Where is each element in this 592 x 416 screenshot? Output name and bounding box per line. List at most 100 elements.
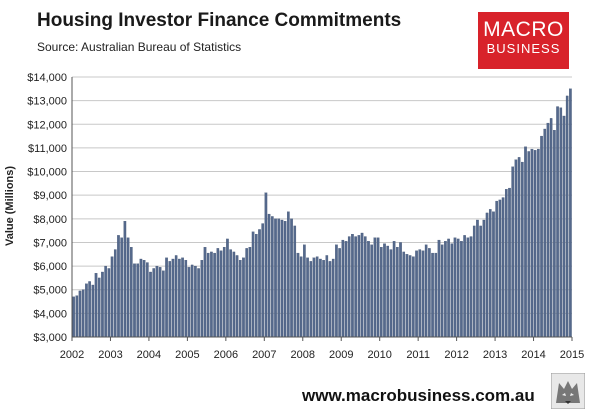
x-tick-labels: 2002 2003 2004 2005 2006 2007 2008 2009 2010 2011…: [60, 349, 584, 361]
bar: [194, 265, 197, 338]
bar: [386, 245, 390, 338]
bar: [72, 296, 75, 338]
bar: [258, 229, 261, 338]
bar: [354, 236, 357, 338]
bar: [290, 218, 293, 338]
bar: [524, 146, 527, 338]
bar: [216, 248, 220, 338]
bar: [251, 231, 255, 338]
bar-series: [72, 88, 572, 338]
bar: [75, 295, 79, 338]
bar: [543, 128, 547, 338]
gridlines: [72, 76, 572, 314]
bar: [283, 221, 287, 338]
bar: [415, 250, 418, 338]
bar: [488, 209, 492, 338]
bar: [142, 260, 146, 338]
footer-url[interactable]: www.macrobusiness.com.au: [302, 386, 535, 405]
bar: [136, 263, 140, 338]
bar: [399, 242, 402, 338]
bar: [129, 247, 133, 338]
bar: [91, 284, 95, 338]
x-tick-label: 2005: [175, 349, 199, 361]
y-tick-labels: $3,000 $4,000 $5,000 $6,000 $7,000 $8,000 $9,0…: [27, 72, 67, 344]
bar: [476, 219, 479, 338]
bar: [472, 225, 476, 338]
bar: [200, 260, 204, 338]
y-tick-label: $3,000: [33, 332, 67, 344]
bar: [479, 225, 482, 338]
bar: [274, 218, 277, 338]
bar: [113, 249, 117, 338]
bar: [373, 237, 377, 338]
bar: [171, 258, 175, 338]
bar: [187, 267, 191, 338]
bar: [280, 219, 284, 338]
bar: [363, 236, 367, 338]
bar: [527, 151, 531, 338]
bar: [267, 213, 271, 338]
bar: [203, 247, 207, 338]
bar: [440, 244, 444, 338]
bar: [389, 249, 393, 338]
macrobusiness-logo[interactable]: MACRO BUSINESS: [478, 12, 569, 69]
bar: [296, 252, 300, 338]
bar: [347, 236, 351, 338]
x-tick-label: 2002: [60, 349, 84, 361]
y-tick-label: $5,000: [33, 285, 67, 297]
bar: [508, 187, 511, 338]
bar: [226, 238, 229, 338]
x-tick-label: 2013: [483, 349, 507, 361]
bar: [460, 241, 463, 338]
bar: [556, 106, 559, 338]
bar: [299, 256, 303, 338]
bar: [335, 244, 338, 338]
bar: [181, 257, 184, 338]
y-axis-label: Value (Millions): [4, 166, 16, 246]
bar: [549, 118, 553, 338]
bar: [322, 260, 325, 338]
bar: [238, 260, 242, 338]
chart-title: Housing Investor Finance Commitments: [37, 10, 402, 31]
y-tick-label: $11,000: [28, 143, 67, 155]
bar: [325, 255, 329, 338]
bar: [450, 243, 454, 338]
bar: [104, 265, 107, 338]
bar: [376, 237, 380, 338]
bar: [232, 251, 236, 338]
bar: [168, 261, 172, 338]
bar: [309, 261, 313, 338]
bar: [312, 257, 316, 338]
bar: [213, 252, 216, 338]
chart-source: Source: Australian Bureau of Statistics: [37, 40, 242, 54]
bar: [360, 232, 364, 338]
bar: [453, 237, 457, 338]
x-tick-label: 2012: [444, 349, 468, 361]
bar: [126, 237, 130, 338]
bar: [444, 241, 447, 338]
bar: [242, 257, 245, 338]
bar: [514, 159, 518, 338]
bar: [405, 254, 409, 338]
logo-line-macro: MACRO: [483, 18, 564, 41]
bar: [379, 247, 383, 338]
bar: [412, 256, 415, 338]
bar: [338, 248, 341, 338]
bar: [367, 241, 370, 338]
bar: [562, 115, 566, 338]
bar: [533, 150, 537, 338]
bar: [78, 290, 82, 338]
x-tick-label: 2011: [406, 349, 430, 361]
y-tick-label: $12,000: [27, 119, 67, 131]
bar: [328, 261, 332, 338]
bar: [319, 258, 322, 338]
bar: [81, 289, 85, 338]
y-tick-label: $9,000: [33, 190, 67, 202]
bar: [165, 257, 168, 338]
bar: [110, 256, 114, 338]
bar: [565, 95, 569, 338]
bar: [546, 122, 550, 338]
bar: [229, 249, 232, 338]
bar: [178, 258, 181, 338]
